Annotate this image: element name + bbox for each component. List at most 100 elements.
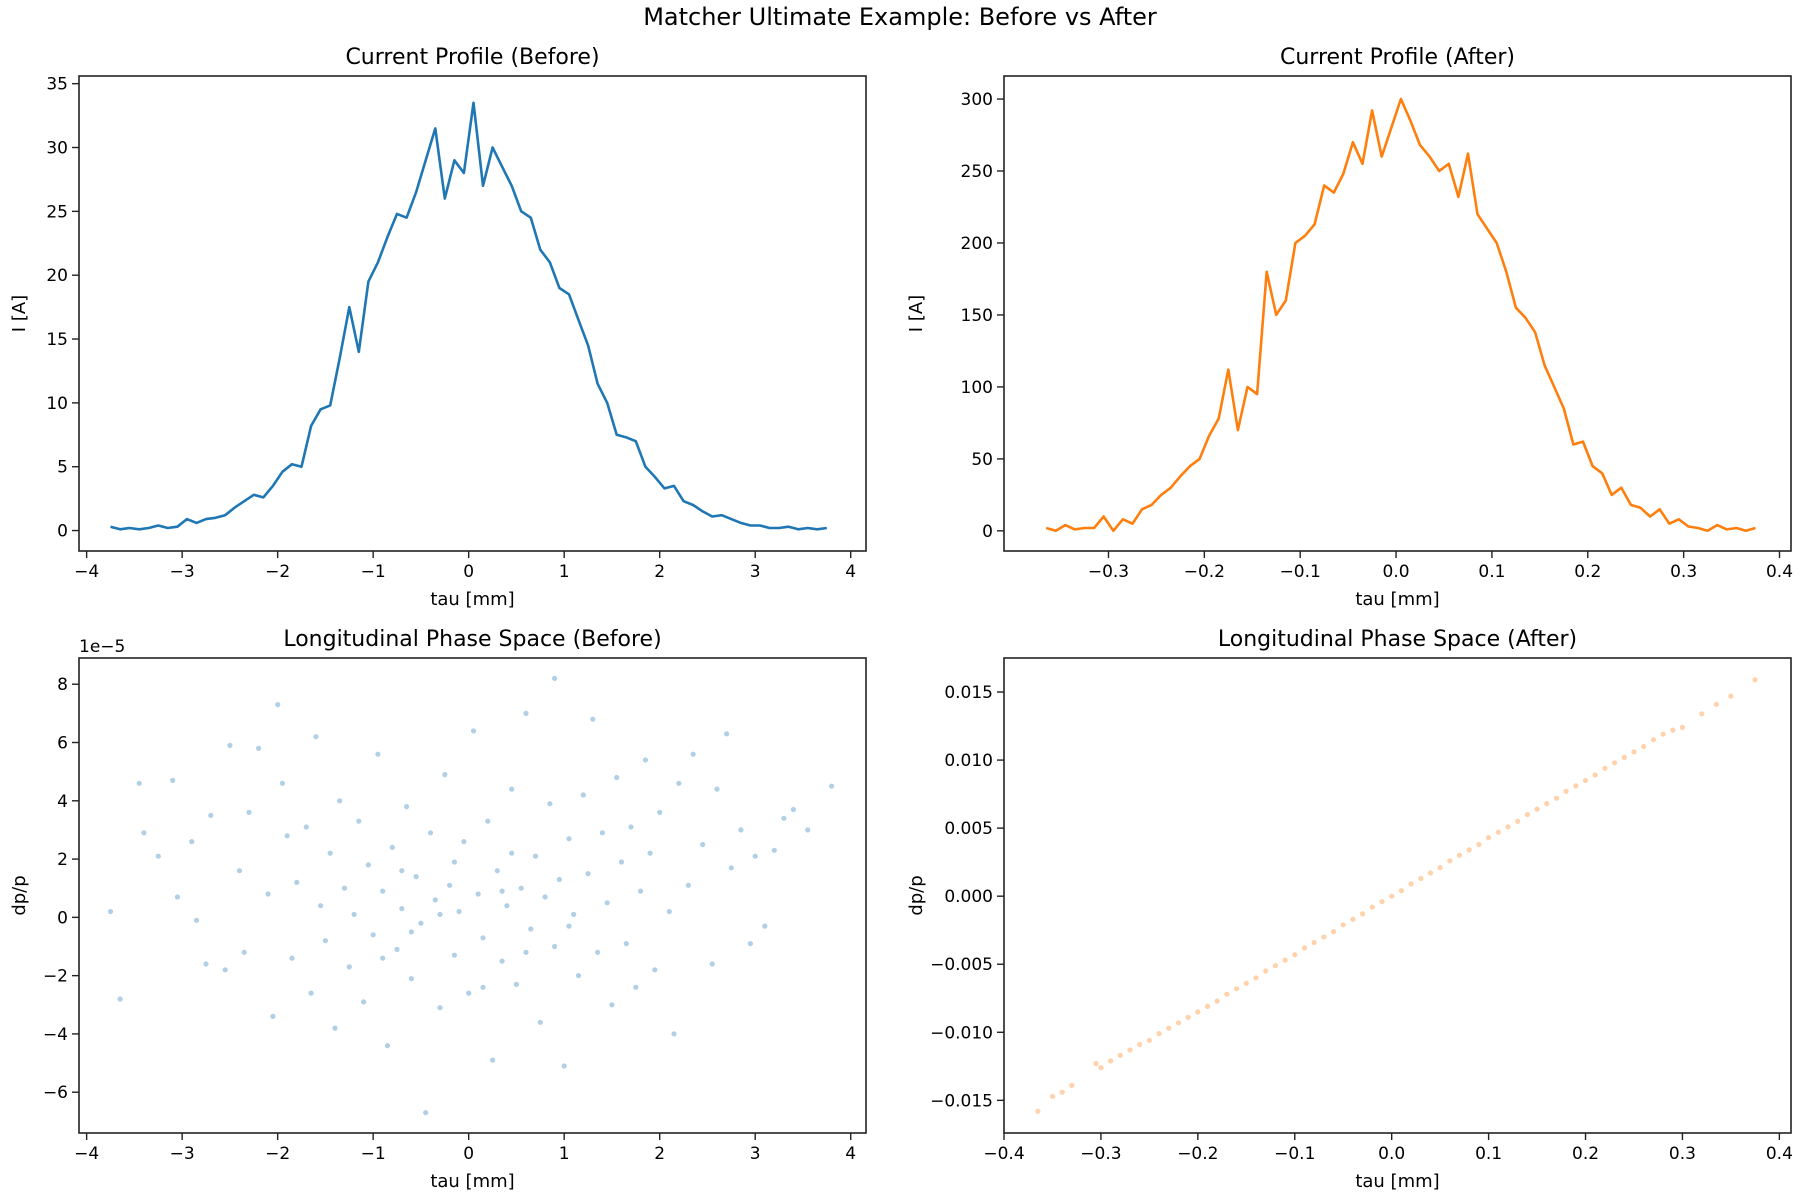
scatter-point <box>1263 968 1269 974</box>
scatter-point <box>361 999 367 1005</box>
scatter-point <box>513 981 520 988</box>
scatter-point <box>1195 1009 1201 1015</box>
scatter-point <box>714 786 720 792</box>
scatter-point <box>599 830 606 836</box>
scatter-point <box>222 967 228 973</box>
chart-2: Current Profile (After) −0.3 −0.2 −0.1 0.0 0.… <box>906 45 1793 610</box>
scatter-point <box>552 675 558 682</box>
chart-title: Current Profile (After) <box>1280 45 1515 70</box>
scatter-point <box>1330 929 1337 935</box>
scatter-point <box>542 894 548 900</box>
scatter-point <box>590 716 596 722</box>
scatter-point <box>1476 841 1482 848</box>
scatter-point <box>652 967 658 973</box>
scatter-point <box>494 868 500 874</box>
y-tick-label: 15 <box>46 330 68 350</box>
y-tick-label: 200 <box>961 234 993 254</box>
scatter-point <box>451 952 457 958</box>
scatter-point <box>1321 934 1327 940</box>
scatter-point <box>1224 991 1230 997</box>
x-tick-label: −2 <box>265 1144 290 1164</box>
series-line <box>110 101 827 531</box>
scatter-point <box>451 859 457 865</box>
x-tick-label: 1 <box>559 562 570 582</box>
scatter-point <box>671 1031 677 1037</box>
scatter-point <box>528 926 534 932</box>
scatter-point <box>1340 922 1346 928</box>
scatter-point <box>1592 772 1598 778</box>
x-tick-label: 0 <box>463 562 474 582</box>
scatter-point <box>265 891 271 897</box>
scatter-point <box>1156 1031 1162 1037</box>
scatter-point <box>1214 998 1220 1004</box>
scatter-point <box>595 949 601 955</box>
scatter-point <box>728 865 734 871</box>
x-axis-label: tau [mm] <box>1355 589 1439 610</box>
scatter-point <box>575 973 582 979</box>
x-tick-label: 3 <box>750 1144 761 1164</box>
scatter-point <box>1621 754 1627 761</box>
scatter-point <box>1175 1020 1182 1026</box>
scatter-point <box>442 772 448 778</box>
y-tick-label: 0 <box>57 522 68 542</box>
scatter-point <box>427 830 434 836</box>
scatter-point <box>375 751 381 757</box>
x-tick-label: −0.3 <box>1080 1144 1121 1164</box>
scatter-point <box>1713 701 1719 707</box>
scatter-point <box>346 964 352 970</box>
scatter-point <box>203 961 209 967</box>
scatter-point <box>1108 1058 1114 1064</box>
scatter-point <box>1486 835 1492 841</box>
y-tick-label: 250 <box>961 162 993 182</box>
scatter-point <box>700 841 706 848</box>
scatter-point <box>1699 711 1705 717</box>
y-tick-label: 0.015 <box>944 683 993 703</box>
x-tick-label: 0.4 <box>1766 562 1793 582</box>
x-tick-label: −0.4 <box>983 1144 1024 1164</box>
scatter-point <box>623 941 629 947</box>
scatter-point <box>1553 795 1560 801</box>
scatter-point <box>618 859 625 865</box>
scatter-point <box>566 836 572 842</box>
scatter-point <box>170 777 176 784</box>
x-tick-label: 0.0 <box>1378 1144 1405 1164</box>
x-tick-label: −2 <box>265 562 290 582</box>
scatter-point <box>571 911 577 918</box>
scatter-point <box>566 923 572 929</box>
scatter-point <box>1272 963 1278 969</box>
scatter-point <box>580 792 586 798</box>
x-tick-label: 0.2 <box>1574 562 1601 582</box>
chart-1: Current Profile (Before) −4 −3 −2 −1 0 1 2 3 4 0 5 1… <box>9 45 867 610</box>
scatter-point <box>356 818 362 824</box>
scatter-point <box>380 955 386 961</box>
x-tick-label: −0.1 <box>1280 562 1321 582</box>
chart-title: Longitudinal Phase Space (Before) <box>283 627 661 652</box>
scatter-point <box>628 824 634 830</box>
x-tick-label: 0.1 <box>1478 562 1505 582</box>
scatter-point <box>1137 1041 1143 1048</box>
scatter-point <box>399 906 405 912</box>
y-tick-label: 30 <box>46 139 68 159</box>
scatter-point <box>690 751 696 757</box>
scatter-point <box>341 885 348 891</box>
scatter-point <box>423 1110 429 1116</box>
scatter-point <box>1127 1047 1133 1053</box>
y-tick-label: 25 <box>46 202 68 222</box>
scatter-point <box>1631 749 1637 755</box>
scatter-point <box>1049 1093 1056 1099</box>
scatter-point <box>676 780 682 786</box>
y-tick-label: 10 <box>46 394 68 414</box>
scatter-point <box>241 949 247 955</box>
scatter-point <box>552 943 558 950</box>
scatter-point <box>117 996 123 1002</box>
x-tick-label: 4 <box>845 1144 856 1164</box>
x-tick-label: 1 <box>559 1144 570 1164</box>
x-tick-label: −0.2 <box>1184 562 1225 582</box>
scatter-point <box>1069 1082 1075 1088</box>
scatter-point <box>279 780 285 786</box>
x-tick-label: 0.2 <box>1572 1144 1599 1164</box>
y-tick-label: 0.005 <box>944 819 993 839</box>
x-tick-label: −0.2 <box>1177 1144 1218 1164</box>
y-tick-label: 0.010 <box>944 751 993 771</box>
scatter-point <box>351 911 357 918</box>
